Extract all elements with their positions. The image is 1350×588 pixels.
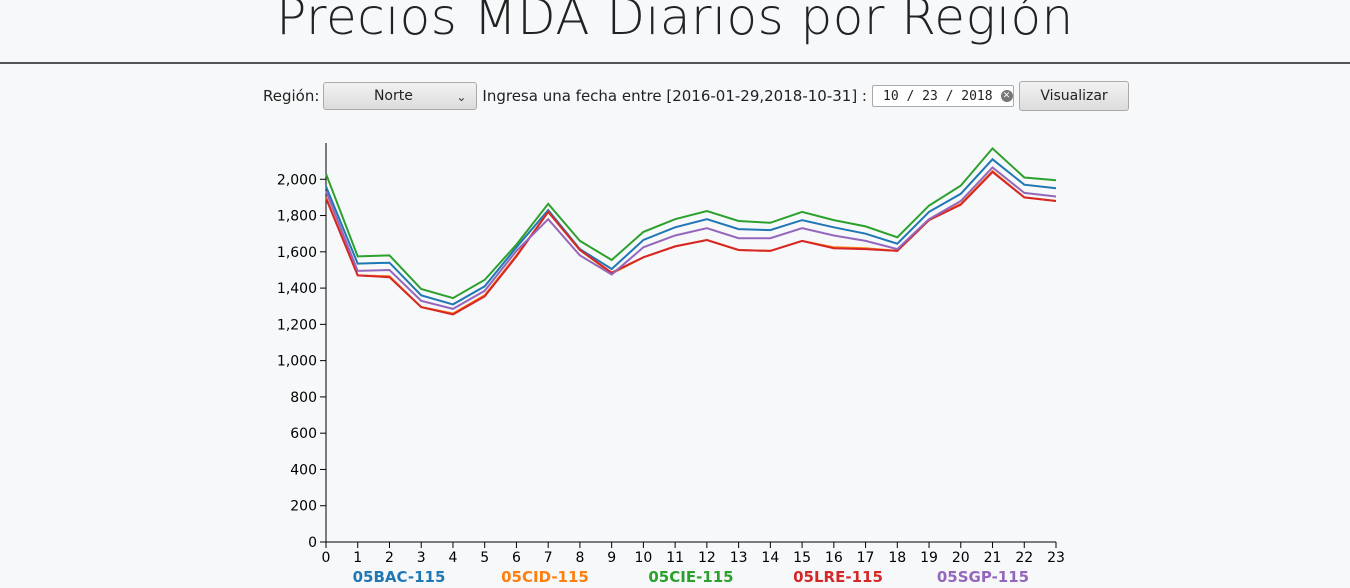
- x-tick-label: 21: [984, 550, 1002, 566]
- legend-entry: 05CIE-115: [648, 568, 733, 586]
- x-tick-label: 17: [857, 550, 875, 566]
- date-input-value: 10 / 23 / 2018: [883, 88, 993, 104]
- controls-bar: Región: Norte ⌄ Ingresa una fecha entre …: [263, 81, 1129, 111]
- series-line: [325, 157, 1057, 306]
- x-tick-label: 10: [634, 550, 652, 566]
- x-tick-label: 11: [666, 550, 684, 566]
- x-tick-label: 6: [512, 550, 521, 566]
- date-range-label: Ingresa una fecha entre [2016-01-29,2018…: [482, 87, 867, 105]
- clear-icon[interactable]: ✕: [1000, 90, 1013, 102]
- visualize-button-label: Visualizar: [1040, 88, 1108, 104]
- y-tick-label: 200: [290, 499, 317, 515]
- x-tick-label: 16: [825, 550, 843, 566]
- legend-entry: 05SGP-115: [937, 568, 1029, 586]
- y-tick-label: 1,800: [277, 209, 317, 225]
- x-tick-label: 14: [761, 550, 779, 566]
- x-tick-label: 18: [888, 550, 906, 566]
- legend-entry: 05CID-115: [501, 568, 589, 586]
- chevron-down-icon: ⌄: [456, 90, 467, 104]
- series-line: [325, 166, 1057, 310]
- region-label: Región:: [263, 87, 320, 105]
- x-tick-label: 8: [575, 550, 584, 566]
- y-tick-label: 1,600: [277, 245, 317, 261]
- y-tick-label: 1,400: [277, 281, 317, 297]
- page-header: Precios MDA Diarios por Región: [0, 0, 1350, 64]
- x-tick-label: 12: [698, 550, 716, 566]
- y-tick-label: 1,000: [277, 354, 317, 370]
- series-line: [325, 146, 1057, 300]
- y-tick-label: 1,200: [277, 317, 317, 333]
- x-tick-label: 15: [793, 550, 811, 566]
- date-input[interactable]: 10 / 23 / 2018 ✕: [872, 85, 1014, 107]
- x-tick-label: 2: [385, 550, 394, 566]
- x-tick-label: 0: [322, 550, 331, 566]
- x-tick-label: 7: [544, 550, 553, 566]
- x-tick-label: 5: [480, 550, 489, 566]
- region-select-value: Norte: [373, 88, 413, 104]
- page-title: Precios MDA Diarios por Región: [276, 0, 1074, 46]
- legend-entry: 05LRE-115: [793, 568, 883, 586]
- x-tick-label: 22: [1015, 550, 1033, 566]
- x-tick-label: 23: [1047, 550, 1065, 566]
- x-tick-label: 13: [730, 550, 748, 566]
- visualize-button[interactable]: Visualizar: [1019, 81, 1129, 111]
- region-select[interactable]: Norte ⌄: [323, 82, 478, 110]
- y-tick-label: 800: [290, 390, 317, 406]
- y-tick-label: 2,000: [277, 172, 317, 188]
- y-tick-label: 0: [308, 535, 317, 551]
- y-tick-label: 600: [290, 426, 317, 442]
- x-tick-label: 9: [607, 550, 616, 566]
- x-tick-label: 3: [417, 550, 426, 566]
- x-tick-label: 19: [920, 550, 938, 566]
- x-tick-label: 4: [448, 550, 457, 566]
- series-line: [325, 170, 1057, 316]
- legend-entry: 05BAC-115: [353, 568, 446, 586]
- x-tick-label: 20: [952, 550, 970, 566]
- y-tick-label: 400: [290, 462, 317, 478]
- x-tick-label: 1: [353, 550, 362, 566]
